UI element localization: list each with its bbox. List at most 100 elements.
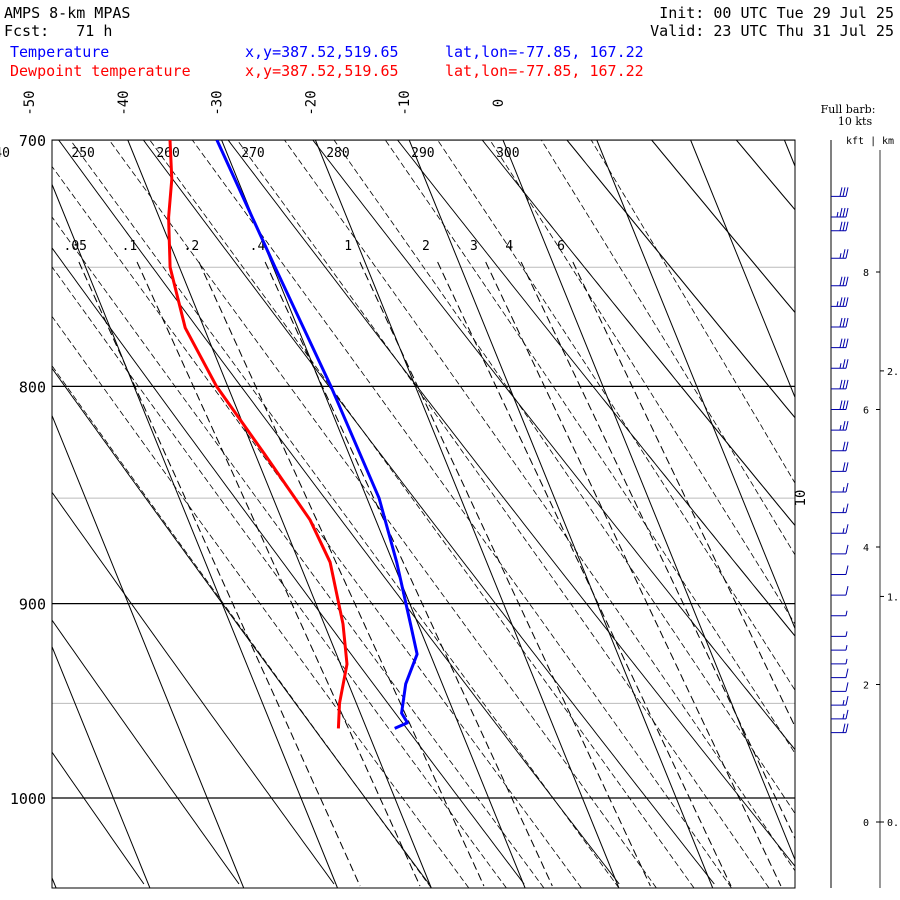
dry-adiabat-line bbox=[312, 140, 795, 751]
mixing-ratio-line bbox=[136, 261, 421, 887]
moist-adiabat-line bbox=[489, 140, 795, 625]
moist-adiabat-line bbox=[52, 165, 582, 888]
wind-barb-half bbox=[845, 658, 848, 664]
moist-adiabat-line bbox=[284, 140, 795, 872]
mixing-ratio-line bbox=[437, 261, 732, 887]
wind-barb-half bbox=[842, 507, 845, 513]
moist-adiabat-line bbox=[52, 266, 507, 888]
dry-adiabat-label: 280 bbox=[326, 146, 349, 161]
mixing-ratio-label: .2 bbox=[184, 239, 200, 254]
mixing-ratio-label: 1 bbox=[344, 239, 352, 254]
forecast-hour: Fcst: 71 h bbox=[4, 22, 113, 40]
dry-adiabat-line bbox=[227, 140, 795, 867]
wind-barb-full bbox=[845, 338, 849, 348]
moist-adiabat-line bbox=[333, 140, 795, 815]
wind-barb-full bbox=[839, 276, 843, 286]
mixing-ratio-label: 3 bbox=[470, 239, 478, 254]
wind-barb-full bbox=[842, 338, 846, 348]
isotherm-line bbox=[127, 140, 432, 888]
mixing-ratio-line bbox=[359, 261, 651, 887]
legend-temperature-latlon: lat,lon=-77.85, 167.22 bbox=[445, 43, 644, 61]
moist-adiabat-line bbox=[108, 140, 657, 888]
wind-barb-full bbox=[839, 400, 843, 410]
chart-labels: .05.1.2.4123467008009001000-70-60-50-40-… bbox=[0, 90, 809, 808]
wind-barb-half bbox=[839, 425, 842, 431]
wind-barb-half bbox=[839, 253, 842, 259]
dry-adiabat-line bbox=[651, 140, 795, 314]
isotherm-line bbox=[52, 183, 338, 888]
dry-adiabat-label: 290 bbox=[411, 146, 434, 161]
wind-barb-full bbox=[845, 462, 849, 472]
wind-barb-full bbox=[845, 379, 849, 389]
mixing-ratio-line bbox=[78, 261, 361, 887]
legend-dewpoint-latlon: lat,lon=-77.85, 167.22 bbox=[445, 62, 644, 80]
isotherm-line bbox=[52, 876, 57, 888]
isotherm-label: 0 bbox=[491, 99, 507, 107]
dry-adiabat-line bbox=[481, 140, 795, 527]
wind-barb-half bbox=[842, 528, 845, 534]
pressure-tick-label: 900 bbox=[19, 596, 46, 614]
dry-adiabat-line bbox=[566, 140, 795, 419]
isotherm-label: -50 bbox=[22, 90, 38, 115]
pressure-tick-label: 800 bbox=[19, 378, 46, 396]
wind-barb-full bbox=[842, 317, 846, 328]
dry-adiabat-line bbox=[821, 140, 900, 884]
moist-adiabat-line bbox=[236, 140, 770, 888]
moist-adiabat-line bbox=[540, 140, 795, 556]
wind-barb-full bbox=[842, 723, 846, 733]
moist-adiabat-line bbox=[52, 365, 432, 888]
dry-adiabat-line bbox=[58, 140, 620, 885]
plot-frame bbox=[51, 139, 796, 889]
wind-barb-full bbox=[839, 379, 843, 389]
wind-barb-full bbox=[842, 249, 846, 259]
wind-barb-full bbox=[845, 221, 849, 231]
isotherm-label: -20 bbox=[303, 90, 319, 115]
legend-dewpoint-label: Dewpoint temperature bbox=[10, 62, 191, 80]
wind-barb-full bbox=[845, 503, 849, 513]
wind-barb-full bbox=[842, 379, 846, 389]
mixing-ratio-line bbox=[572, 261, 795, 728]
isotherm-line bbox=[52, 414, 245, 888]
wind-barb-full bbox=[845, 276, 849, 286]
km-tick-label: 1. bbox=[887, 592, 899, 603]
wind-barb-full bbox=[845, 544, 849, 554]
wind-barb-full bbox=[845, 187, 849, 197]
pressure-tick-label: 1000 bbox=[10, 790, 46, 808]
moist-adiabat-line bbox=[191, 140, 732, 888]
wind-barb-full bbox=[845, 207, 849, 218]
dry-adiabat-line bbox=[397, 140, 795, 637]
dry-adiabat-label: 260 bbox=[156, 146, 179, 161]
wind-barb-full bbox=[845, 565, 849, 575]
wind-barb-full bbox=[845, 723, 849, 733]
pressure-tick-label: 700 bbox=[19, 132, 46, 150]
dry-adiabat-line bbox=[52, 619, 240, 885]
wind-barb-full bbox=[842, 441, 846, 451]
chart-series bbox=[167, 140, 419, 730]
wind-barb-full bbox=[845, 317, 849, 328]
wind-barb-half bbox=[845, 631, 848, 637]
kft-tick-label: 4 bbox=[863, 543, 869, 554]
wind-barb-full bbox=[842, 221, 846, 231]
mixing-ratio-line bbox=[485, 261, 782, 887]
wind-barb-half bbox=[839, 363, 842, 369]
km-tick-label: 2. bbox=[887, 367, 899, 378]
mixing-ratio-label: 6 bbox=[557, 239, 565, 254]
wind-barb-full bbox=[842, 207, 846, 218]
wind-barb-full bbox=[842, 462, 846, 472]
dry-adiabat-label: 270 bbox=[241, 146, 264, 161]
isotherm-line bbox=[408, 140, 714, 888]
km-tick-label: 0. bbox=[887, 818, 899, 829]
temperature-trace bbox=[215, 140, 419, 730]
kft-tick-label: 6 bbox=[863, 406, 869, 417]
wind-barb-full bbox=[842, 400, 846, 410]
init-time: Init: 00 UTC Tue 29 Jul 25 bbox=[659, 4, 894, 22]
mixing-ratio-label: .1 bbox=[122, 239, 138, 254]
mixing-ratio-label: 2 bbox=[422, 239, 430, 254]
wind-barb-full bbox=[845, 359, 849, 369]
model-title: AMPS 8-km MPAS bbox=[4, 4, 131, 22]
mixing-ratio-label: .05 bbox=[64, 239, 87, 254]
dry-adiabat-label: 250 bbox=[71, 146, 94, 161]
legend-temperature-label: Temperature bbox=[10, 43, 110, 61]
chart-grid bbox=[52, 140, 900, 888]
